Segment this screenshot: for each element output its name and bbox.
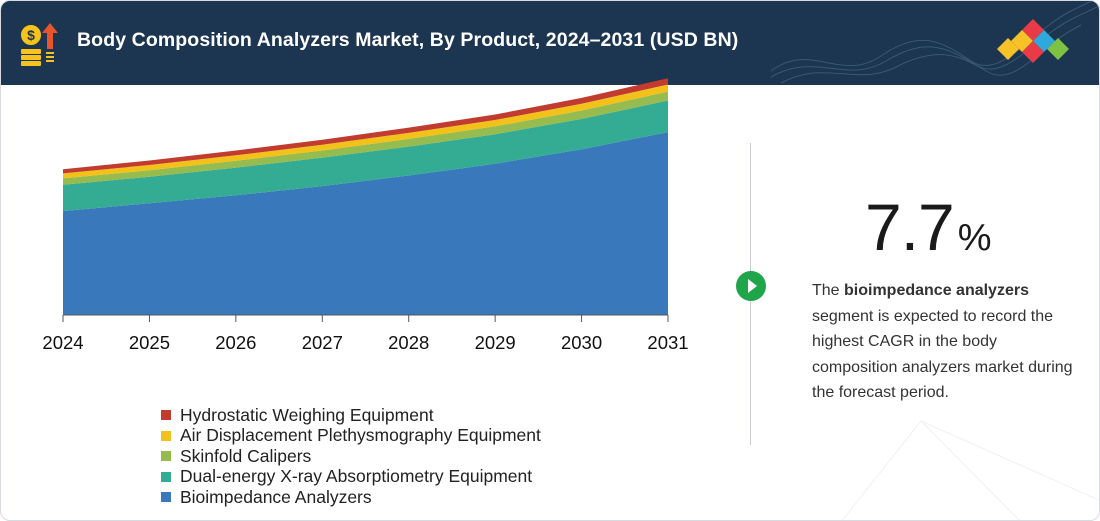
legend-label: Skinfold Calipers bbox=[180, 445, 312, 466]
x-axis-tick-labels: 2024 2025 2026 2027 2028 2029 2030 2031 bbox=[42, 332, 688, 353]
legend-swatch bbox=[161, 492, 171, 503]
desc-text-after: segment is expected to record the highes… bbox=[812, 307, 1073, 402]
area-chart: 2024 2025 2026 2027 2028 2029 2030 2031 bbox=[42, 78, 689, 353]
legend-label: Hydrostatic Weighing Equipment bbox=[180, 404, 434, 425]
x-tick-label: 2026 bbox=[215, 332, 256, 353]
desc-text-bold: bioimpedance analyzers bbox=[844, 282, 1029, 299]
legend-swatch bbox=[161, 410, 171, 421]
diamond-logo-icon bbox=[997, 19, 1069, 63]
legend-swatch bbox=[161, 471, 171, 482]
legend-item: Skinfold Calipers bbox=[161, 446, 541, 467]
x-tick-label: 2024 bbox=[42, 332, 83, 353]
cagr-description: The bioimpedance analyzers segment is ex… bbox=[812, 278, 1082, 406]
legend-swatch bbox=[161, 451, 171, 462]
decorative-wave-lines bbox=[771, 1, 1099, 84]
area-series-0 bbox=[63, 132, 668, 315]
area-series-1 bbox=[63, 100, 668, 212]
chart-legend: Hydrostatic Weighing Equipment Air Displa… bbox=[161, 405, 541, 508]
play-icon bbox=[736, 271, 766, 301]
x-axis-ticks bbox=[62, 314, 669, 322]
cagr-unit: % bbox=[957, 217, 992, 259]
x-tick-label: 2031 bbox=[647, 332, 688, 353]
legend-swatch bbox=[161, 430, 171, 441]
area-series-2 bbox=[63, 91, 668, 185]
legend-label: Dual-energy X-ray Absorptiometry Equipme… bbox=[180, 466, 533, 487]
legend-label: Bioimpedance Analyzers bbox=[180, 486, 372, 507]
x-tick-label: 2030 bbox=[561, 332, 602, 353]
x-tick-label: 2028 bbox=[388, 332, 429, 353]
legend-item: Dual-energy X-ray Absorptiometry Equipme… bbox=[161, 466, 541, 488]
cagr-value: 7.7 bbox=[865, 190, 955, 264]
svg-text:$: $ bbox=[27, 27, 35, 43]
legend-item: Air Displacement Plethysmography Equipme… bbox=[161, 425, 541, 447]
x-tick-label: 2025 bbox=[129, 332, 170, 353]
legend-item: Bioimpedance Analyzers bbox=[161, 487, 541, 508]
x-tick-label: 2027 bbox=[302, 332, 343, 353]
legend-label: Air Displacement Plethysmography Equipme… bbox=[180, 425, 541, 446]
area-series-3 bbox=[63, 84, 668, 179]
desc-text-before: The bbox=[812, 282, 845, 299]
cagr-stat: 7.7% bbox=[865, 189, 992, 265]
area-series-4 bbox=[63, 78, 668, 174]
header-bar: $ Body Composition Analyzers Market, By … bbox=[1, 1, 1099, 85]
chart-areas bbox=[63, 78, 668, 315]
money-growth-icon: $ bbox=[19, 23, 58, 66]
legend-item: Hydrostatic Weighing Equipment bbox=[161, 405, 541, 426]
page-title: Body Composition Analyzers Market, By Pr… bbox=[77, 29, 739, 51]
x-tick-label: 2029 bbox=[475, 332, 516, 353]
decorative-background-lines bbox=[841, 420, 1099, 520]
